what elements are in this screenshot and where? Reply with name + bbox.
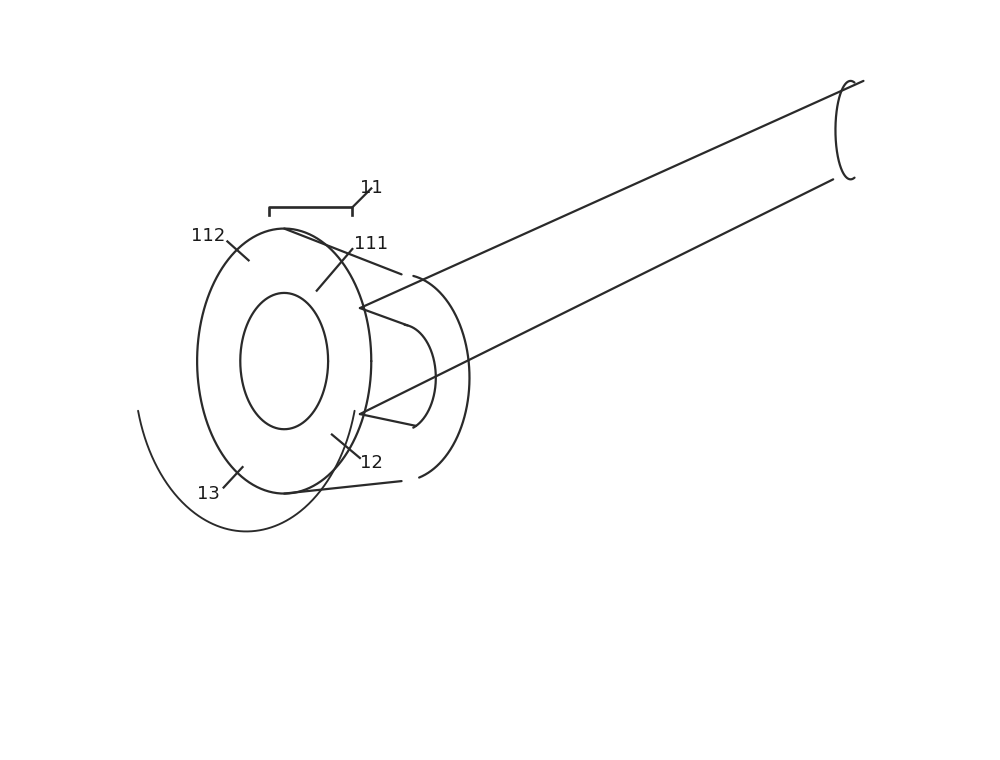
- Text: 13: 13: [197, 485, 220, 502]
- Text: 112: 112: [191, 227, 226, 245]
- Text: 111: 111: [354, 235, 388, 252]
- Text: 12: 12: [360, 454, 383, 472]
- Text: 11: 11: [360, 179, 383, 198]
